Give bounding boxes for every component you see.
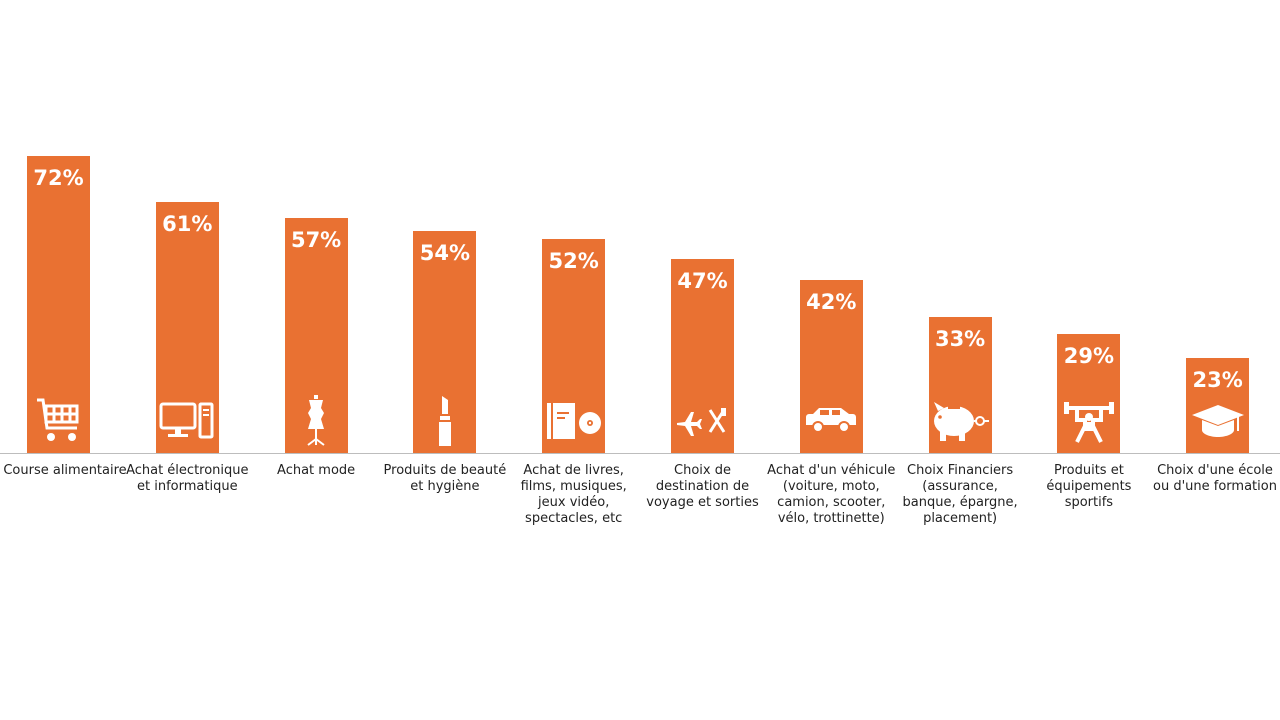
x-tick-label: Achat mode: [277, 463, 356, 478]
bar: 72%: [27, 156, 90, 453]
piggy-bank-icon: [929, 393, 992, 449]
bar: 47%: [671, 259, 734, 453]
bar: 57%: [284, 218, 348, 453]
x-tick-label: Achat de livres, films, musiques, jeux v…: [520, 463, 627, 526]
x-tick-label: Choix d'une école ou d'une formation: [1153, 463, 1277, 494]
data-label: 42%: [806, 289, 857, 314]
weightlifter-icon: [1057, 393, 1120, 449]
data-label: 47%: [677, 269, 728, 294]
bar: 42%: [799, 279, 863, 453]
bar: 29%: [1057, 333, 1121, 453]
x-axis-line: [0, 453, 1280, 454]
computer-icon: [156, 393, 219, 449]
x-tick-label: Produits de beauté et hygiène: [383, 463, 507, 494]
bar: 52%: [542, 238, 606, 453]
bar: 54%: [413, 230, 477, 453]
x-tick-label: Choix Financiers (assurance, banque, épa…: [902, 463, 1018, 526]
data-label: 57%: [290, 228, 342, 253]
bar: 33%: [928, 317, 992, 453]
lipstick-icon: [413, 393, 476, 449]
bar: 61%: [155, 201, 219, 453]
x-tick-label: Choix de destination de voyage et sortie…: [646, 463, 759, 510]
data-label: 23%: [1192, 368, 1243, 393]
x-tick-label: Course alimentaire: [3, 463, 127, 478]
car-icon: [800, 393, 863, 449]
graduation-cap-icon: [1186, 393, 1249, 449]
x-tick-label: Achat d'un véhicule (voiture, moto, cami…: [767, 463, 896, 526]
shopping-cart-icon: [27, 393, 90, 449]
bar: 23%: [1186, 358, 1250, 453]
data-label: 29%: [1063, 343, 1115, 368]
data-label: 72%: [33, 166, 84, 191]
data-label: 33%: [934, 327, 986, 352]
data-label: 52%: [548, 248, 599, 273]
mannequin-icon: [285, 393, 348, 449]
x-tick-label: Produits et équipements sportifs: [1046, 463, 1132, 510]
data-label: 54%: [419, 240, 471, 265]
plane-and-cutlery-icon: [671, 393, 734, 449]
book-and-disc-icon: [542, 393, 605, 449]
x-tick-label: Achat électronique et informatique: [126, 463, 249, 494]
data-label: 61%: [162, 211, 213, 236]
